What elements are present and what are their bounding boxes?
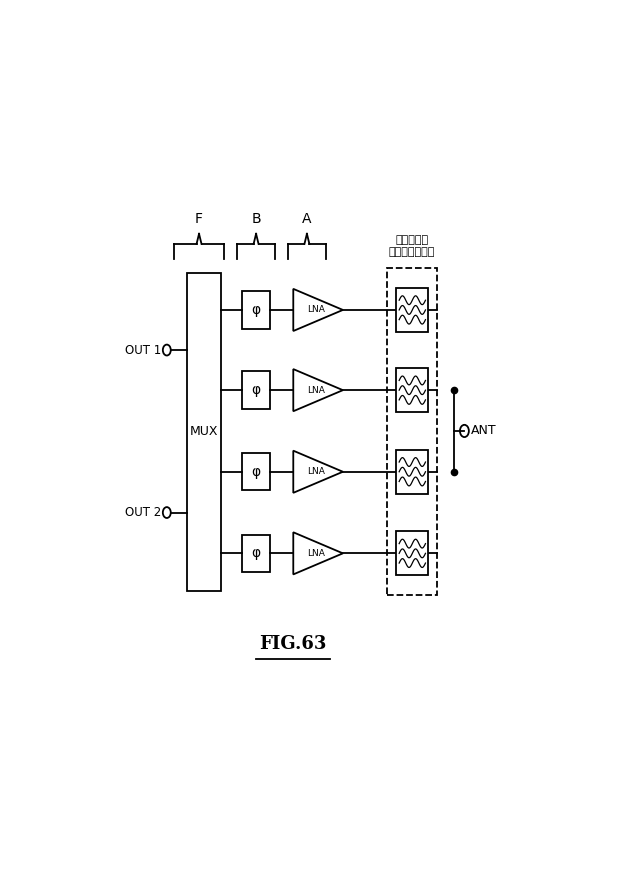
- Text: LNA: LNA: [307, 386, 324, 395]
- Text: φ: φ: [252, 547, 260, 561]
- Bar: [396, 532, 428, 576]
- Bar: [396, 288, 428, 332]
- Bar: [243, 291, 269, 328]
- Text: B: B: [252, 212, 261, 226]
- Text: ANT: ANT: [471, 425, 497, 437]
- Text: LNA: LNA: [307, 306, 324, 314]
- Bar: [243, 372, 269, 409]
- Bar: [387, 268, 437, 595]
- Bar: [396, 449, 428, 494]
- Text: LNA: LNA: [307, 549, 324, 558]
- Bar: [243, 453, 269, 490]
- Text: F: F: [195, 212, 203, 226]
- Bar: [396, 368, 428, 412]
- Polygon shape: [293, 532, 343, 575]
- Text: フィルタ／
マルチプレクサ: フィルタ／ マルチプレクサ: [388, 235, 435, 257]
- Text: φ: φ: [252, 383, 260, 397]
- Text: OUT 2: OUT 2: [125, 506, 161, 519]
- Bar: [187, 273, 221, 591]
- Polygon shape: [293, 450, 343, 493]
- Bar: [243, 534, 269, 572]
- Text: LNA: LNA: [307, 467, 324, 476]
- Text: φ: φ: [252, 464, 260, 479]
- Text: MUX: MUX: [189, 425, 218, 438]
- Polygon shape: [293, 369, 343, 411]
- Text: FIG.63: FIG.63: [260, 635, 327, 653]
- Text: A: A: [302, 212, 312, 226]
- Polygon shape: [293, 289, 343, 331]
- Text: OUT 1: OUT 1: [125, 343, 161, 357]
- Text: φ: φ: [252, 303, 260, 317]
